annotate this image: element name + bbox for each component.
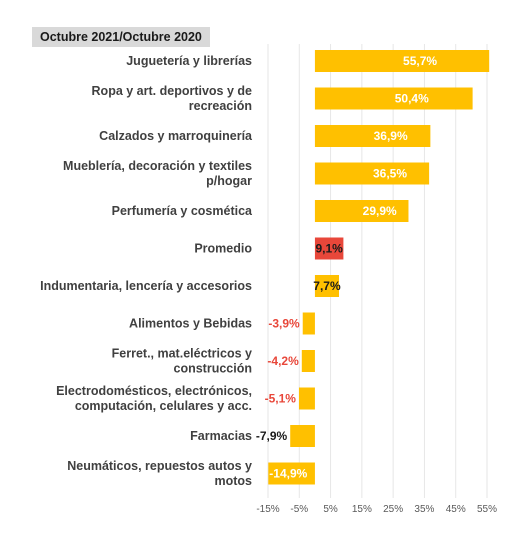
category-label: Ropa y art. deportivos y de [92, 84, 253, 98]
x-tick-label: 55% [477, 504, 497, 515]
data-label: 55,7% [403, 54, 437, 68]
data-label: 50,4% [395, 92, 429, 106]
bar [268, 462, 315, 485]
category-label: Indumentaria, lencería y accesorios [40, 279, 252, 293]
category-label: Promedio [194, 242, 252, 256]
category-label: Neumáticos, repuestos autos y [67, 459, 252, 473]
category-label: construcción [174, 362, 253, 376]
bar [314, 50, 490, 72]
x-tick-label: 35% [414, 504, 434, 515]
x-tick-label: 5% [323, 504, 338, 515]
category-label: Perfumería y cosmética [112, 204, 253, 218]
data-label: -4,2% [267, 354, 299, 368]
bar [290, 425, 315, 447]
data-label: -5,1% [265, 392, 297, 406]
data-label: -3,9% [268, 317, 300, 331]
bar [314, 200, 409, 222]
x-tick-label: -5% [290, 504, 308, 515]
data-label: 7,7% [313, 279, 341, 293]
category-label: p/hogar [206, 174, 252, 188]
category-label: Farmacias [190, 429, 252, 443]
data-label: -14,9% [269, 467, 307, 481]
bar [314, 162, 430, 185]
x-tick-label: 25% [383, 504, 403, 515]
x-tick-label: 45% [446, 504, 466, 515]
bar [314, 275, 340, 297]
bar [314, 237, 344, 260]
data-label: 9,1% [315, 242, 343, 256]
data-label: 36,5% [373, 167, 407, 181]
data-label: 36,9% [374, 129, 408, 143]
category-label: recreación [189, 99, 252, 113]
bar [301, 350, 315, 372]
bar [302, 312, 315, 335]
x-tick-label: 15% [352, 504, 372, 515]
data-label: -7,9% [256, 429, 288, 443]
bar [298, 387, 315, 410]
category-label: motos [215, 474, 253, 488]
category-label: Electrodomésticos, electrónicos, [56, 384, 252, 398]
category-label: Ferret., mat.eléctricos y [112, 347, 252, 361]
category-label: Calzados y marroquinería [99, 129, 253, 143]
bar [314, 87, 473, 110]
data-label: 29,9% [363, 204, 397, 218]
category-label: computación, celulares y acc. [75, 399, 252, 413]
category-label: Alimentos y Bebidas [129, 317, 252, 331]
category-label: Mueblería, decoración y textiles [63, 159, 252, 173]
chart-title: Octubre 2021/Octubre 2020 [32, 27, 210, 47]
x-tick-label: -15% [256, 504, 279, 515]
bar [314, 125, 431, 147]
category-label: Juguetería y librerías [126, 54, 252, 68]
